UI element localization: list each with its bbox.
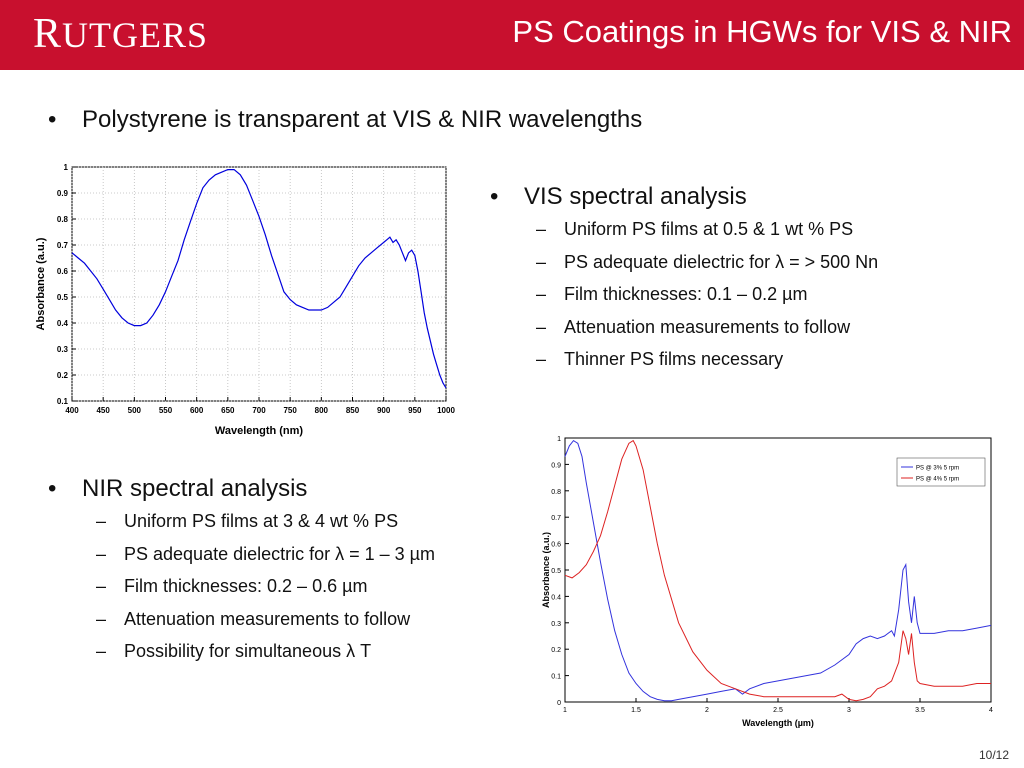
x-tick-label: 650	[221, 406, 235, 415]
x-tick-label: 3	[847, 707, 851, 714]
legend-label: PS @ 3% 5 rpm	[916, 466, 959, 472]
x-tick-label: 1.5	[631, 707, 641, 714]
x-tick-label: 900	[377, 406, 391, 415]
legend-label: PS @ 4% 5 rpm	[916, 477, 959, 483]
list-item: – Film thicknesses: 0.1 – 0.2 µm	[536, 284, 808, 304]
x-tick-label: 500	[128, 406, 142, 415]
nir-heading: NIR spectral analysis	[82, 475, 308, 502]
vis-absorbance-chart: 400 450 500 550 600 650 700 750 800 850 900 950 1000…	[35, 163, 455, 437]
x-tick-label: 1	[563, 707, 567, 714]
y-tick-label: 0.2	[57, 371, 69, 380]
list-item: – Thinner PS films necessary	[536, 349, 784, 369]
y-tick-label: 0.4	[57, 319, 69, 328]
y-tick-label: 0.6	[551, 542, 561, 549]
x-tick-label: 550	[159, 406, 173, 415]
x-tick-label: 850	[346, 406, 360, 415]
y-tick-label: 0.1	[551, 674, 561, 681]
list-item: – Attenuation measurements to follow	[536, 316, 851, 337]
y-axis-label: Absorbance (a.u.)	[541, 532, 551, 608]
series-line-0	[71, 169, 447, 389]
list-item: – Uniform PS films at 3 & 4 wt % PS	[96, 511, 399, 531]
main-bullet-text: Polystyrene is transparent at VIS & NIR …	[82, 106, 643, 133]
y-tick-label: 0.3	[551, 621, 561, 628]
y-tick-label: 0.5	[57, 293, 69, 302]
x-tick-label: 2	[705, 707, 709, 714]
y-tick-label: 0.5	[551, 568, 561, 575]
x-tick-label: 950	[408, 406, 422, 415]
y-tick-label: 0.7	[57, 241, 69, 250]
y-tick-label: 0.2	[551, 647, 561, 654]
header-bar: RUTGERS PS Coatings in HGWs for VIS & NI…	[0, 0, 1024, 70]
x-axis-label: Wavelength (µm)	[742, 718, 814, 728]
x-tick-label: 800	[315, 406, 329, 415]
x-tick-label: 400	[65, 406, 79, 415]
x-axis-label: Wavelength (nm)	[215, 425, 304, 437]
y-tick-label: 0.9	[57, 189, 69, 198]
y-axis-label: Absorbance (a.u.)	[35, 237, 47, 330]
nir-absorbance-chart: 1 1.5 2 2.5 3 3.5 4 0 0.1 0.2 0.3 0.4 0.5 0.6 0.7 0.8 0.…	[541, 436, 993, 728]
list-item: – Attenuation measurements to follow	[96, 608, 411, 629]
x-tick-label: 2.5	[773, 707, 783, 714]
y-tick-label: 0.8	[551, 489, 561, 496]
vis-list: – Uniform PS films at 0.5 & 1 wt % PS – PS…	[536, 213, 878, 376]
bullet-dot: •	[490, 183, 499, 210]
bullet-dot: •	[48, 475, 57, 502]
vis-heading: VIS spectral analysis	[524, 183, 747, 210]
nir-list: – Uniform PS films at 3 & 4 wt % PS – PS a…	[96, 505, 435, 668]
y-tick-label: 0.7	[551, 515, 561, 522]
y-tick-label: 1	[557, 436, 561, 443]
x-tick-label: 4	[989, 707, 993, 714]
list-item: – Film thicknesses: 0.2 – 0.6 µm	[96, 576, 368, 596]
nir-section: • NIR spectral analysis – Uniform PS films…	[48, 475, 435, 668]
slide-title: PS Coatings in HGWs for VIS & NIR	[512, 14, 1012, 49]
y-tick-label: 0.9	[551, 462, 561, 469]
y-tick-label: 0.4	[551, 594, 561, 601]
x-tick-label: 750	[283, 406, 297, 415]
y-tick-label: 1	[64, 163, 69, 172]
list-item: – PS adequate dielectric for λ = 1 – 3 µm	[96, 543, 436, 564]
list-item: – Uniform PS films at 0.5 & 1 wt % PS	[536, 219, 854, 239]
y-tick-label: 0	[557, 700, 561, 707]
rutgers-logo: RUTGERS	[33, 11, 209, 57]
main-bullet: • Polystyrene is transparent at VIS & NIR…	[48, 106, 642, 134]
y-tick-label: 0.3	[57, 345, 69, 354]
x-tick-label: 3.5	[915, 707, 925, 714]
chart-legend: PS @ 3% 5 rpm PS @ 4% 5 rpm	[896, 457, 986, 487]
vis-section: • VIS spectral analysis – Uniform PS films…	[490, 183, 878, 376]
bullet-dot: •	[48, 106, 57, 133]
legend-box	[896, 457, 986, 487]
series-line-1	[564, 439, 991, 702]
y-tick-label: 0.1	[57, 397, 69, 406]
list-item: – PS adequate dielectric for λ = > 500 Nn	[536, 251, 879, 272]
y-tick-label: 0.6	[57, 267, 69, 276]
x-tick-label: 600	[190, 406, 204, 415]
page-number: 10/12	[978, 748, 1009, 762]
y-tick-label: 0.8	[57, 215, 69, 224]
x-tick-label: 1000	[437, 406, 455, 415]
x-tick-label: 450	[96, 406, 110, 415]
series-line-0	[564, 439, 992, 702]
x-tick-label: 700	[252, 406, 266, 415]
list-item: – Possibility for simultaneous λ T	[96, 641, 372, 661]
